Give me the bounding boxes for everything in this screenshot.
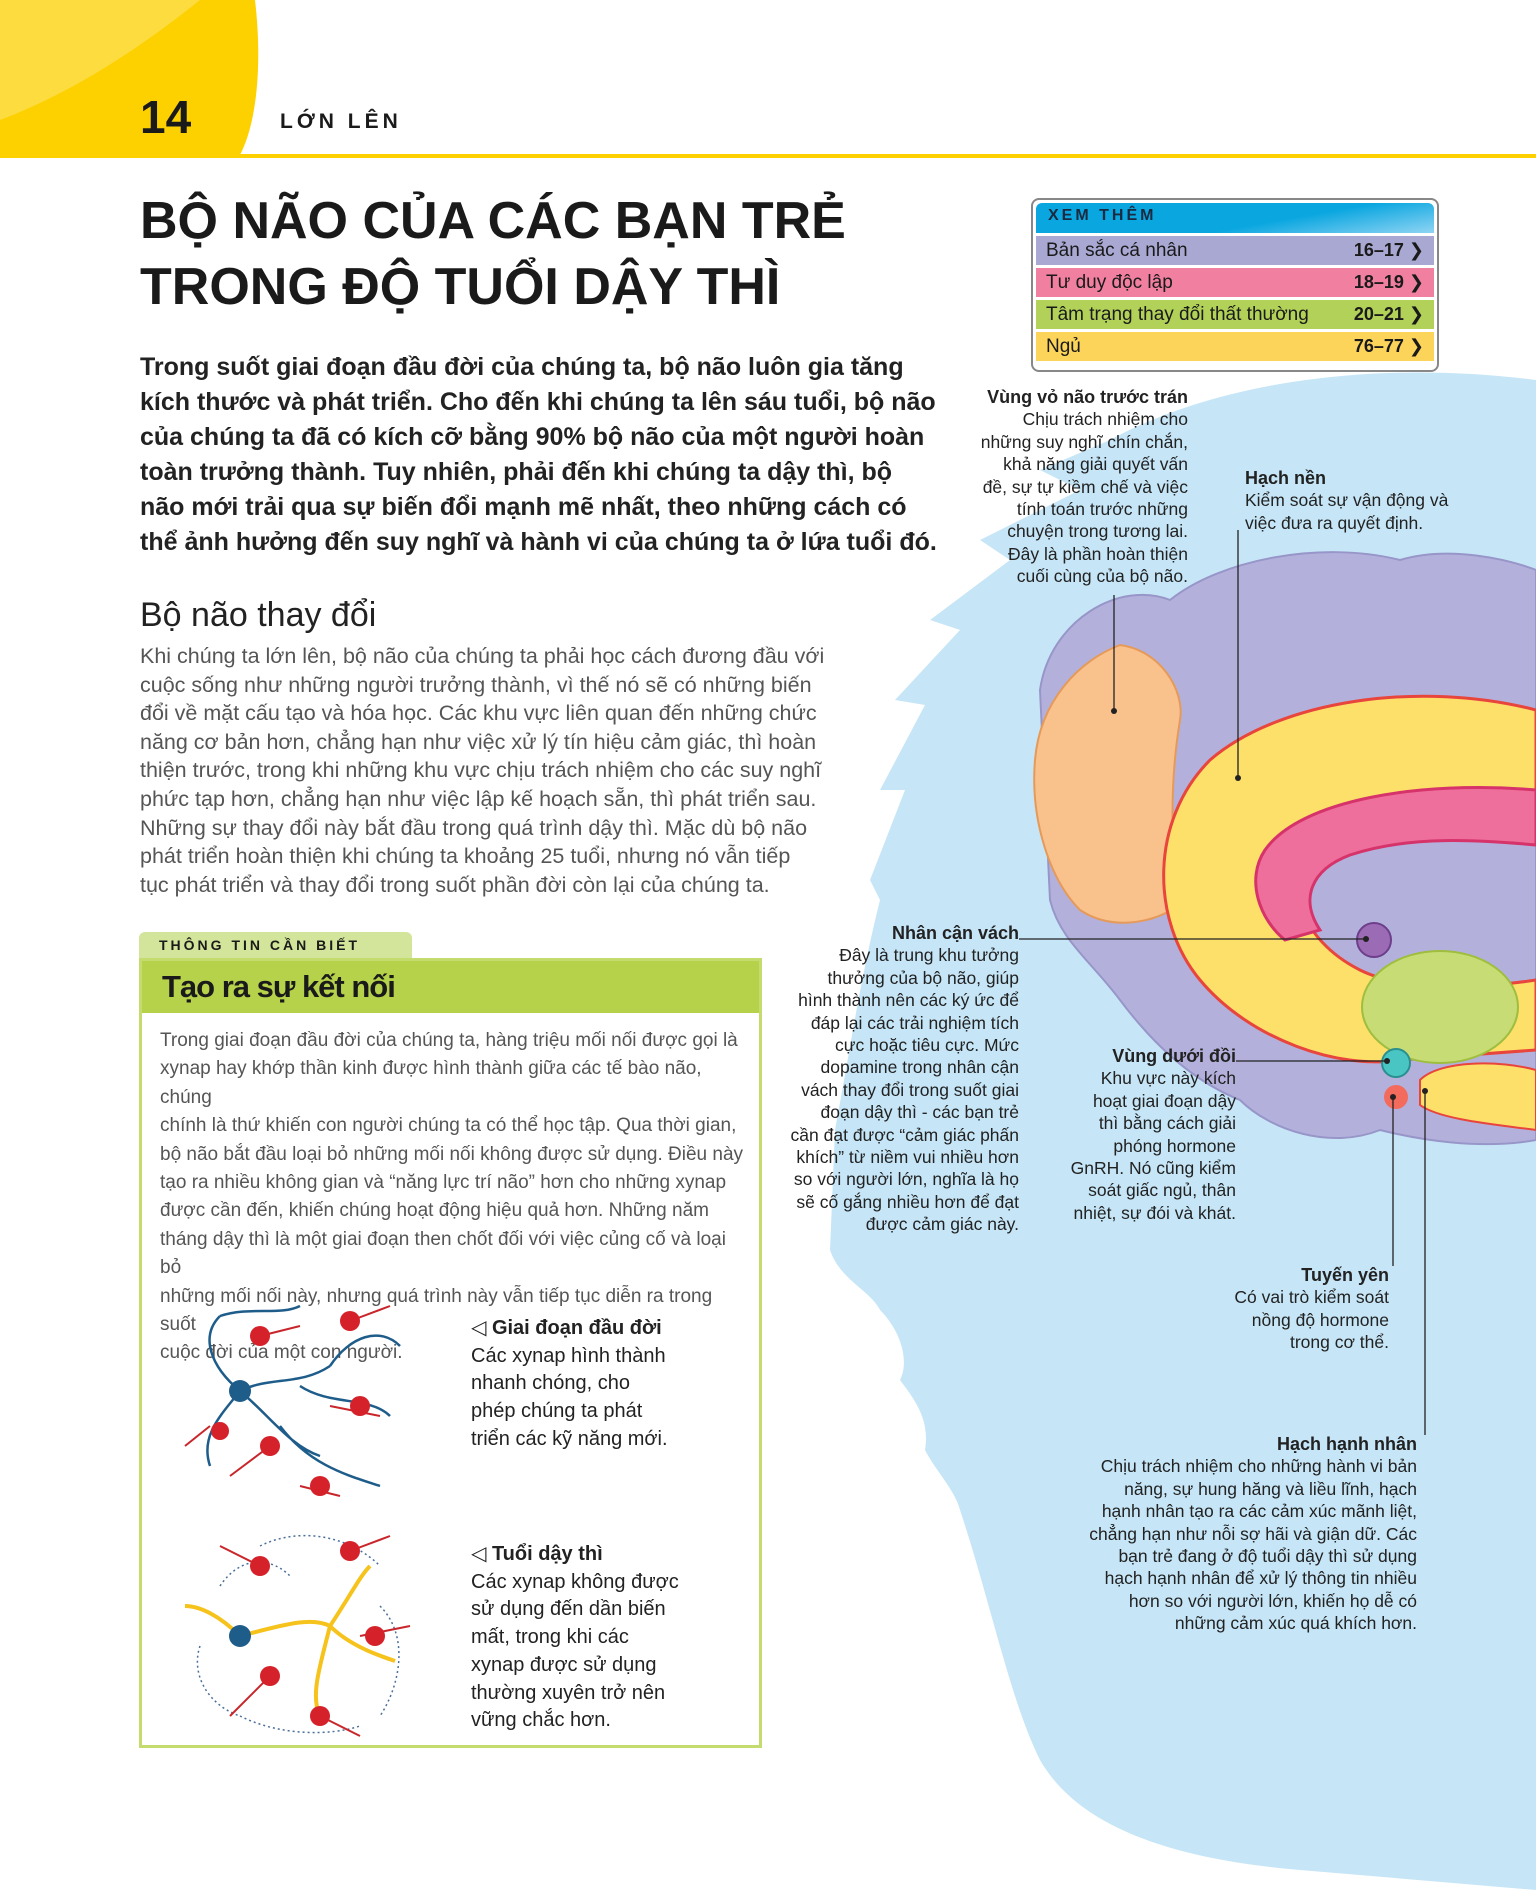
info-box-heading: Tạo ra sự kết nối	[142, 961, 759, 1013]
see-also-item[interactable]: Tư duy độc lập 18–19 ❯	[1036, 268, 1434, 297]
see-also-item[interactable]: Tâm trạng thay đổi thất thường 20–21 ❯	[1036, 300, 1434, 329]
caption-early-life: ◁ Giai đoạn đầu đời Các xynap hình thành …	[471, 1317, 668, 1450]
neurons-early-life	[184, 1304, 401, 1497]
header-rule	[0, 154, 1536, 158]
info-box-tab: THÔNG TIN CẦN BIẾT	[139, 932, 412, 959]
lead-paragraph: Trong suốt giai đoạn đầu đời của chúng t…	[140, 353, 937, 556]
section-title: LỚN LÊN	[280, 110, 402, 133]
label-amygdala: Hạch hạnh nhân Chịu trách nhiệm cho những…	[1089, 1434, 1417, 1634]
label-hypothalamus: Vùng dưới đồi Khu vực này kích hoạt giai …	[1070, 1046, 1236, 1223]
label-prefrontal-cortex: Vùng vỏ não trước trán Chịu trách nhiệm c…	[980, 387, 1188, 587]
nucleus-accumbens	[1356, 922, 1392, 958]
label-pituitary: Tuyến yên Có vai trò kiểm soát nồng độ ho…	[1234, 1265, 1389, 1353]
info-box-text: Trong giai đoạn đầu đời của chúng ta, hà…	[160, 1030, 744, 1364]
amygdala	[1419, 1062, 1536, 1132]
page-title: BỘ NÃO CỦA CÁC BẠN TRẺ TRONG ĐỘ TUỔI DẬY…	[140, 192, 846, 316]
body-paragraph: Khi chúng ta lớn lên, bộ não của chúng t…	[140, 644, 825, 897]
see-also-item[interactable]: Ngủ 76–77 ❯	[1036, 332, 1434, 361]
see-also-item[interactable]: Bản sắc cá nhân 16–17 ❯	[1036, 236, 1434, 265]
frontal-lobe	[1033, 643, 1182, 924]
section-heading: Bộ não thay đổi	[140, 596, 377, 634]
caption-puberty: ◁ Tuổi dậy thì Các xynap không được sử dụ…	[471, 1543, 679, 1732]
page-number: 14	[140, 91, 192, 143]
corpus-callosum	[1254, 786, 1536, 942]
thalamus	[1361, 950, 1519, 1064]
info-box: Tạo ra sự kết nối Trong giai đoạn đầu đờ…	[139, 958, 762, 1748]
neurons-puberty	[184, 1534, 411, 1737]
see-also-box: XEM THÊM Bản sắc cá nhân 16–17 ❯ Tư duy đ…	[1031, 198, 1439, 372]
see-also-heading: XEM THÊM	[1036, 203, 1434, 233]
label-basal-ganglia: Hạch nền Kiểm soát sự vận động và việc đư…	[1245, 468, 1449, 533]
label-nucleus-accumbens: Nhân cận vách Đây là trung khu tưởng thưở…	[790, 923, 1019, 1235]
hypothalamus	[1381, 1048, 1411, 1078]
